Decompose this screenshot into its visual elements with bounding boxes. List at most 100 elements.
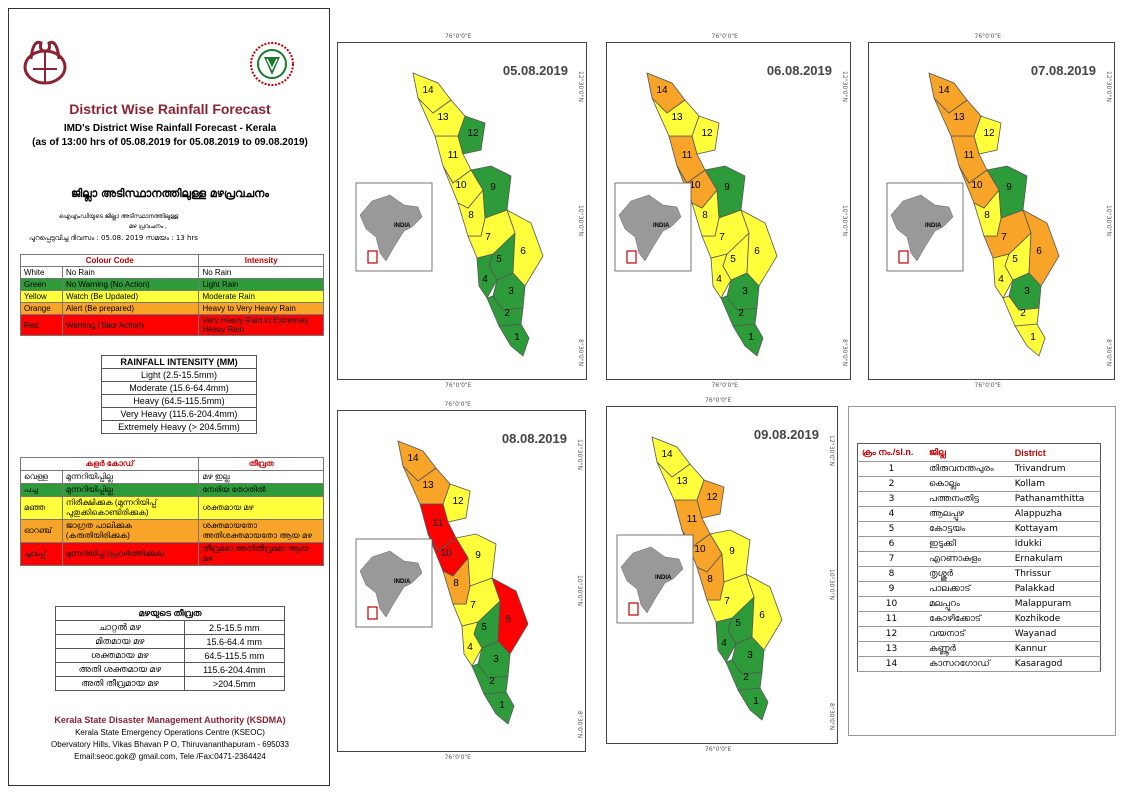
- district-number-label: 6: [1036, 246, 1042, 257]
- page-title: District Wise Rainfall Forecast: [69, 101, 271, 117]
- district-number-label: 4: [467, 642, 473, 653]
- district-number-label: 13: [671, 112, 683, 123]
- district-row: 14 കാസറഗോഡ് Kasaragod: [857, 656, 1101, 672]
- colour-code-meaning: Warning (Take Action): [61, 314, 200, 336]
- intensity-header: Intensity: [198, 254, 324, 267]
- longitude-tick-bottom: 76°0'0"E: [445, 382, 472, 389]
- district-number-label: 10: [971, 180, 983, 191]
- colour-code-table: Colour Code Intensity White No Rain No Rai…: [19, 254, 324, 336]
- district-number-label: 7: [1001, 232, 1007, 243]
- malayalam-caption-2: മഴ പ്രവചനം ,: [129, 223, 167, 230]
- malayalam-colour-code-table: കളർ കോഡ് തീവ്രത വെള്ള മുന്നറിയിപ്പില്ല മഴ …: [19, 457, 324, 566]
- district-number-label: 13: [437, 112, 449, 123]
- colour-row: ഓറഞ്ച് ജാഗ്രത പാലിക്കുക (കരുതിയിരിക്കുക) ശ…: [20, 519, 324, 543]
- district-number-label: 2: [504, 308, 510, 319]
- colour-row: വെള്ള മുന്നറിയിപ്പില്ല മഴ ഇല്ല: [20, 470, 324, 484]
- district-number-label: 3: [1024, 286, 1030, 297]
- latitude-tick: 8°30'0"N: [577, 339, 584, 367]
- district-number: 14: [857, 656, 925, 672]
- district-number-label: 9: [729, 546, 735, 557]
- legend-panel: District Wise Rainfall Forecast IMD's Di…: [8, 8, 330, 786]
- ml-intensity-range: >204.5mm: [183, 676, 286, 691]
- district-number-label: 12: [706, 492, 718, 503]
- colour-intensity: തീവ്രമോ അതിതീവ്രമോ ആയ മഴ: [198, 542, 324, 566]
- district-name-ml: കാസറഗോഡ്: [925, 656, 1011, 672]
- district-number-label: 9: [1006, 182, 1012, 193]
- district-sl-header: ക്രം നം./sl.n.: [857, 443, 925, 462]
- district-number-label: 3: [493, 654, 499, 665]
- map-date: 07.08.2019: [1030, 63, 1096, 78]
- ml-intensity-range: 2.5-15.5 mm: [183, 620, 286, 635]
- footer-organisation: Kerala State Disaster Management Authori…: [54, 715, 286, 725]
- district-name-en: Kozhikode: [1010, 611, 1101, 627]
- intensity-range: Very Heavy (115.6-204.4mm): [101, 407, 257, 421]
- district-row: 7 എറണാകുളം Ernakulam: [857, 551, 1101, 567]
- colour-name: Red: [20, 314, 63, 336]
- map-date: 06.08.2019: [766, 63, 832, 78]
- district-name-ml: കൊല്ലം: [925, 476, 1011, 492]
- malayalam-caption-3: പുറപ്പെടുവിച്ച ദിവസം : 05.08. 2019 സമയം …: [29, 234, 198, 242]
- district-number-label: 2: [489, 676, 495, 687]
- district-number-label: 7: [485, 232, 491, 243]
- district-row: 6 ഇടുക്കി Idukki: [857, 536, 1101, 552]
- district-name-en: Kollam: [1010, 476, 1101, 492]
- india-label: INDIA: [394, 223, 411, 229]
- ml-intensity-label: ശക്തമായ മഴ: [55, 648, 185, 663]
- district-row: 12 വയനാട് Wayanad: [857, 626, 1101, 642]
- district-14-area: [928, 72, 968, 114]
- district-number: 5: [857, 521, 925, 537]
- longitude-tick-top: 76°0'0"E: [445, 33, 472, 40]
- district-key-panel: ക്രം നം./sl.n. ജില്ല District 1 തിരുവനന്ത…: [848, 406, 1116, 736]
- ml-intensity-range: 115.6-204.4mm: [183, 662, 286, 677]
- district-14-area: [646, 72, 686, 114]
- india-inset-map: INDIA: [355, 538, 433, 628]
- footer-line-2: Obervatory Hills, Vikas Bhavan P O, Thir…: [51, 740, 289, 749]
- district-number-label: 7: [719, 232, 725, 243]
- district-number-label: 11: [682, 150, 693, 161]
- india-label: INDIA: [394, 579, 411, 585]
- district-name-ml: തിരുവനന്തപുരം: [925, 461, 1011, 477]
- district-number-label: 14: [407, 453, 419, 464]
- district-number-label: 5: [496, 254, 502, 265]
- colour-name: White: [20, 266, 63, 279]
- map-date: 08.08.2019: [501, 431, 567, 446]
- kerala-highlight-box: [898, 250, 909, 264]
- district-number-label: 8: [707, 574, 713, 585]
- latitude-tick: 12°30'0"N: [577, 71, 584, 102]
- colour-row: മഞ്ഞ നിരീക്ഷിക്കുക (മുന്നറിയിപ്പ് പുതുക്ക…: [20, 496, 324, 520]
- colour-code-meaning: മുന്നറിയിപ്പില്ല: [61, 483, 200, 497]
- intensity-range: Light (2.5-15.5mm): [101, 368, 257, 382]
- colour-name: ഓറഞ്ച്: [20, 519, 63, 543]
- district-number-label: 1: [1030, 332, 1036, 343]
- district-name-en: Alappuzha: [1010, 506, 1101, 522]
- forecast-map-3: 07.08.2019 1 2 3 4 5 6 7 8 9 10 11 12 13 14 INDIA 76°0'0…: [868, 33, 1115, 389]
- india-label: INDIA: [653, 223, 670, 229]
- district-name-en: Kasaragod: [1010, 656, 1101, 672]
- district-number-label: 14: [661, 449, 673, 460]
- kerala-highlight-box: [628, 602, 639, 616]
- ml-intensity-label: അതി തീവ്രമായ മഴ: [55, 676, 185, 691]
- colour-row: ചുവപ്പ് മുന്നറിയിപ്പ് (പ്രവർത്തിക്കുക) തീവ…: [20, 542, 324, 566]
- district-14-area: [412, 72, 452, 114]
- district-number: 10: [857, 596, 925, 612]
- district-number-label: 12: [983, 128, 995, 139]
- district-number-label: 9: [475, 550, 481, 561]
- district-number: 13: [857, 641, 925, 657]
- forecast-map-4: 08.08.2019 1 2 3 4 5 6 7 8 9 10 11 12 13 14 INDIA 76°0'0…: [337, 401, 586, 761]
- district-name-ml: പാലക്കാട്: [925, 581, 1011, 597]
- district-number-label: 13: [953, 112, 965, 123]
- rainfall-intensity-table: RAINFALL INTENSITY (MM) Light (2.5-15.5m…: [101, 355, 257, 434]
- longitude-tick-top: 76°0'0"E: [705, 397, 732, 404]
- district-number-label: 5: [730, 254, 736, 265]
- longitude-tick-top: 76°0'0"E: [974, 33, 1001, 40]
- forecast-period: (as of 13:00 hrs of 05.08.2019 for 05.08…: [32, 137, 308, 148]
- latitude-tick: 10°30'0"N: [577, 205, 584, 236]
- district-name-en: Kottayam: [1010, 521, 1101, 537]
- district-en-header: District: [1010, 443, 1101, 462]
- district-name-en: Idukki: [1010, 536, 1101, 552]
- district-row: 3 പത്തനംതിട്ട Pathanamthitta: [857, 491, 1101, 507]
- rainfall-intensity-header: RAINFALL INTENSITY (MM): [101, 355, 257, 369]
- district-number-label: 1: [514, 332, 520, 343]
- district-number-label: 1: [753, 696, 759, 707]
- district-row: 8 തൃശ്ശൂർ Thrissur: [857, 566, 1101, 582]
